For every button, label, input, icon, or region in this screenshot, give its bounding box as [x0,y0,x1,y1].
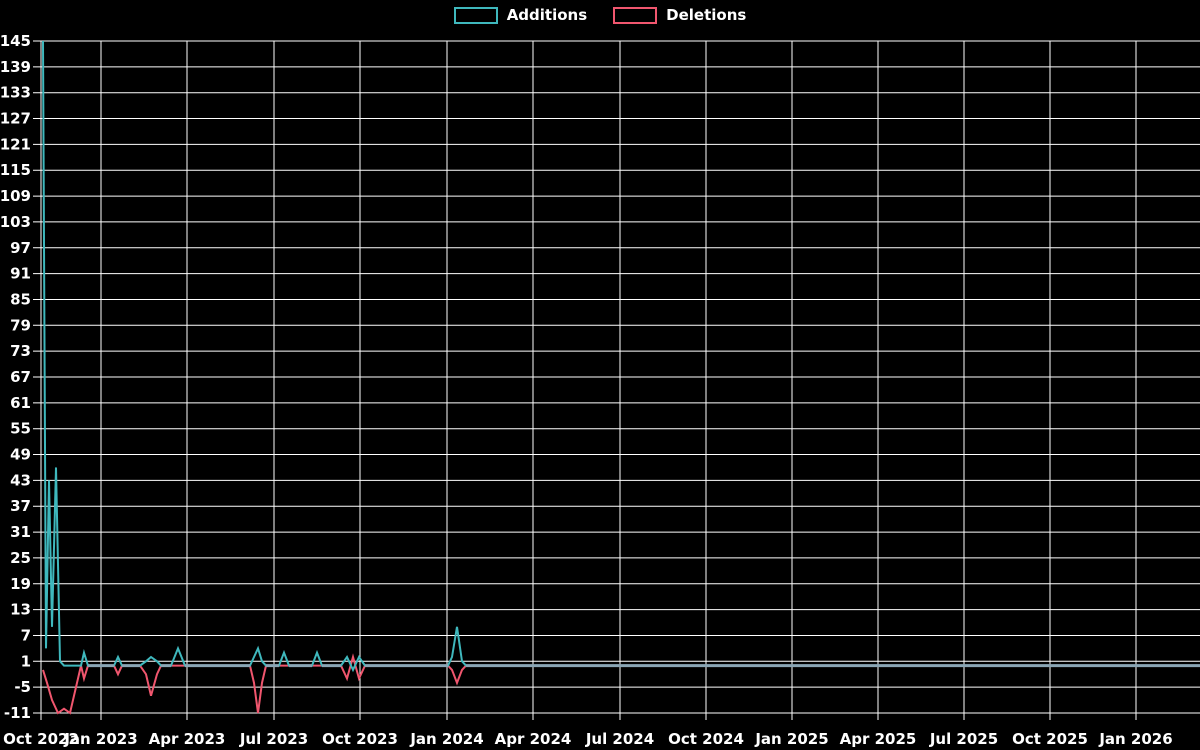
svg-text:Apr 2024: Apr 2024 [495,730,572,748]
legend-item-additions: Additions [453,6,588,24]
svg-text:-11: -11 [4,704,31,722]
legend-item-deletions: Deletions [613,7,746,24]
svg-text:109: 109 [0,187,31,205]
svg-text:Oct 2024: Oct 2024 [668,730,744,748]
svg-text:-5: -5 [14,678,31,696]
svg-text:Jul 2023: Jul 2023 [239,730,308,748]
svg-text:67: 67 [10,368,31,386]
svg-text:Jan 2026: Jan 2026 [1098,730,1172,748]
svg-text:Oct 2023: Oct 2023 [322,730,398,748]
svg-text:Jul 2024: Jul 2024 [585,730,654,748]
svg-text:Jan 2023: Jan 2023 [63,730,137,748]
svg-text:49: 49 [10,446,31,464]
additions-line [42,40,1200,673]
svg-text:55: 55 [10,420,31,438]
svg-text:103: 103 [0,213,31,231]
svg-text:7: 7 [21,626,31,644]
svg-text:Oct 2022: Oct 2022 [3,730,79,748]
legend: Additions Deletions [0,7,1200,24]
svg-text:115: 115 [0,161,31,179]
svg-text:97: 97 [10,239,31,257]
svg-text:Jul 2025: Jul 2025 [929,730,998,748]
svg-text:1: 1 [21,652,31,670]
gridlines [33,40,1200,720]
svg-text:13: 13 [10,601,31,619]
svg-text:25: 25 [10,549,31,567]
svg-text:79: 79 [10,316,31,334]
svg-text:19: 19 [10,575,31,593]
svg-text:91: 91 [10,265,31,283]
svg-text:121: 121 [0,135,31,153]
svg-text:85: 85 [10,290,31,308]
additions-color-swatch-icon [453,7,498,24]
svg-text:Apr 2023: Apr 2023 [149,730,226,748]
svg-text:133: 133 [0,84,31,102]
deletions-color-swatch-icon [613,7,658,24]
legend-label-additions: Additions [506,6,588,24]
svg-text:127: 127 [0,110,31,128]
legend-label-deletions: Deletions [666,6,747,24]
svg-text:Jan 2025: Jan 2025 [754,730,828,748]
svg-text:37: 37 [10,497,31,515]
svg-text:31: 31 [10,523,31,541]
svg-text:73: 73 [10,342,31,360]
svg-text:145: 145 [0,32,31,50]
svg-text:43: 43 [10,471,31,489]
svg-text:139: 139 [0,58,31,76]
svg-text:61: 61 [10,394,31,412]
y-axis-labels: 145 139 133 127 121 115 109 103 97 91 85 79 73 67 61 55… [0,32,31,722]
svg-text:Jan 2024: Jan 2024 [409,730,483,748]
svg-text:Oct 2025: Oct 2025 [1012,730,1088,748]
svg-text:Apr 2025: Apr 2025 [840,730,917,748]
